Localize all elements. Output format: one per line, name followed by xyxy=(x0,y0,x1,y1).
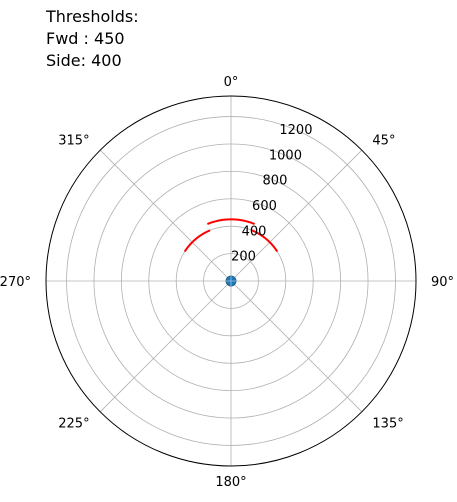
angle-tick-label-180: 180° xyxy=(215,475,246,490)
radial-tick-label-1000: 1000 xyxy=(269,148,302,163)
data-point-marker-detail-1 xyxy=(226,276,236,286)
title-line-2: Fwd : 450 xyxy=(46,29,125,48)
angular-gridline-225 xyxy=(99,280,232,413)
angular-gridline-135 xyxy=(230,280,363,413)
angular-gridline-315 xyxy=(99,149,232,282)
angle-tick-label-315: 315° xyxy=(58,134,89,149)
radial-tick-label-600: 600 xyxy=(252,199,277,214)
title-line-3: Side: 400 xyxy=(46,51,122,70)
polar-frame xyxy=(45,95,417,467)
title-line-1: Thresholds: xyxy=(46,7,139,26)
angle-tick-label-0: 0° xyxy=(224,75,239,90)
threshold-arc-1 xyxy=(207,218,255,225)
threshold-arc-3 xyxy=(251,229,279,253)
angle-tick-label-225: 225° xyxy=(58,416,89,431)
angle-tick-label-135: 135° xyxy=(372,416,403,431)
angle-tick-label-90: 90° xyxy=(431,275,454,290)
threshold-arc-2 xyxy=(183,229,211,253)
angle-tick-label-270: 270° xyxy=(0,275,31,290)
radial-tick-label-400: 400 xyxy=(242,224,267,239)
radial-tick-label-1200: 1200 xyxy=(279,123,312,138)
angle-tick-label-45: 45° xyxy=(372,134,395,149)
radial-tick-label-800: 800 xyxy=(263,174,288,189)
radial-tick-label-200: 200 xyxy=(231,250,256,265)
angular-gridline-45 xyxy=(230,149,363,282)
